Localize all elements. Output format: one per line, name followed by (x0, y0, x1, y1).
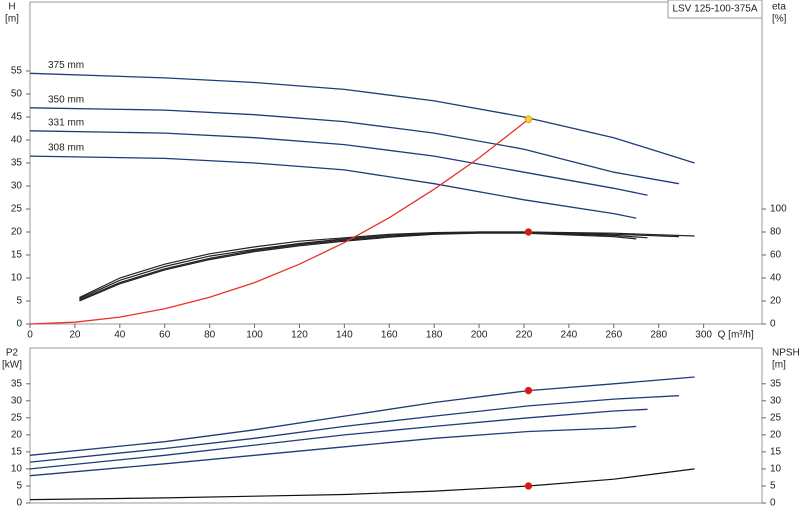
x-tick-label: 160 (381, 330, 398, 341)
duty-point (524, 115, 533, 124)
x-tick-label: 240 (561, 330, 578, 341)
y-tick-label: 45 (11, 112, 23, 123)
curve (29, 395, 679, 463)
duty-point (524, 482, 533, 490)
curve (29, 155, 637, 219)
y2-tick-label: 35 (770, 378, 782, 389)
y2-tick-label: 30 (770, 395, 782, 406)
curve (29, 425, 637, 477)
y2-tick-label: 20 (770, 430, 782, 441)
x-tick-label: 300 (695, 330, 712, 341)
curve (29, 72, 695, 164)
y-axis-unit: [m] (5, 14, 19, 25)
y2-axis-label: NPSH (772, 348, 800, 359)
y-tick-label: 10 (11, 273, 23, 284)
y2-tick-label: 60 (770, 250, 782, 261)
y2-tick-label: 40 (770, 273, 782, 284)
y-tick-label: 35 (11, 158, 23, 169)
y2-tick-label: 15 (770, 447, 782, 458)
y2-tick-label: 100 (770, 204, 787, 215)
curve (29, 408, 648, 470)
y-tick-label: 30 (11, 181, 23, 192)
curve (29, 130, 648, 196)
y-tick-label: 25 (11, 412, 23, 423)
y2-tick-label: 20 (770, 296, 782, 307)
x-tick-label: 0 (27, 330, 33, 341)
curve (29, 376, 695, 456)
y2-tick-label: 80 (770, 227, 782, 238)
y-axis-label: P2 (6, 348, 19, 359)
y2-axis-label: eta (772, 2, 786, 13)
y-tick-label: 35 (11, 378, 23, 389)
annotation-box (667, 0, 763, 19)
curve (29, 468, 695, 501)
y-tick-label: 20 (11, 430, 23, 441)
y2-axis-unit: [%] (772, 14, 787, 25)
y-tick-label: 5 (16, 296, 22, 307)
x-tick-label: 100 (246, 330, 263, 341)
annotation: LSV 125-100-375A (672, 4, 757, 15)
y-tick-label: 0 (16, 319, 22, 330)
y2-tick-label: 10 (770, 464, 782, 475)
y-tick-label: 40 (11, 135, 23, 146)
plot-frame (29, 347, 763, 504)
plot-frame (29, 1, 763, 325)
curve-label: 308 mm (48, 143, 84, 154)
curve (29, 118, 529, 325)
curve-label: 350 mm (48, 94, 84, 105)
y-tick-label: 10 (11, 464, 23, 475)
x-tick-label: 120 (291, 330, 308, 341)
y2-tick-label: 5 (770, 481, 776, 492)
y2-tick-label: 0 (770, 319, 776, 330)
x-axis-label: Q [m³/h] (718, 330, 754, 341)
y-axis-unit: [kW] (2, 360, 22, 371)
x-tick-label: 260 (605, 330, 622, 341)
curve-label: 331 mm (48, 117, 84, 128)
x-tick-label: 60 (159, 330, 171, 341)
x-tick-label: 220 (516, 330, 533, 341)
y-tick-label: 25 (11, 204, 23, 215)
y2-tick-label: 0 (770, 498, 776, 509)
y2-axis-unit: [m] (772, 360, 786, 371)
y2-tick-label: 25 (770, 412, 782, 423)
x-tick-label: 40 (114, 330, 126, 341)
x-tick-label: 180 (426, 330, 443, 341)
y-tick-label: 5 (16, 481, 22, 492)
y-tick-label: 0 (16, 498, 22, 509)
duty-point (524, 228, 533, 236)
y-tick-label: 20 (11, 227, 23, 238)
curve (29, 107, 680, 185)
x-tick-label: 200 (471, 330, 488, 341)
curve (79, 232, 637, 302)
y-tick-label: 15 (11, 447, 23, 458)
y-tick-label: 50 (11, 89, 23, 100)
duty-point (524, 386, 533, 395)
x-tick-label: 20 (69, 330, 81, 341)
y-tick-label: 30 (11, 395, 23, 406)
x-tick-label: 140 (336, 330, 353, 341)
curve-label: 375 mm (48, 60, 84, 71)
y-tick-label: 15 (11, 250, 23, 261)
y-axis-label: H (8, 2, 15, 13)
x-tick-label: 280 (650, 330, 667, 341)
y-tick-label: 55 (11, 66, 23, 77)
x-tick-label: 80 (204, 330, 216, 341)
curve (79, 231, 679, 300)
